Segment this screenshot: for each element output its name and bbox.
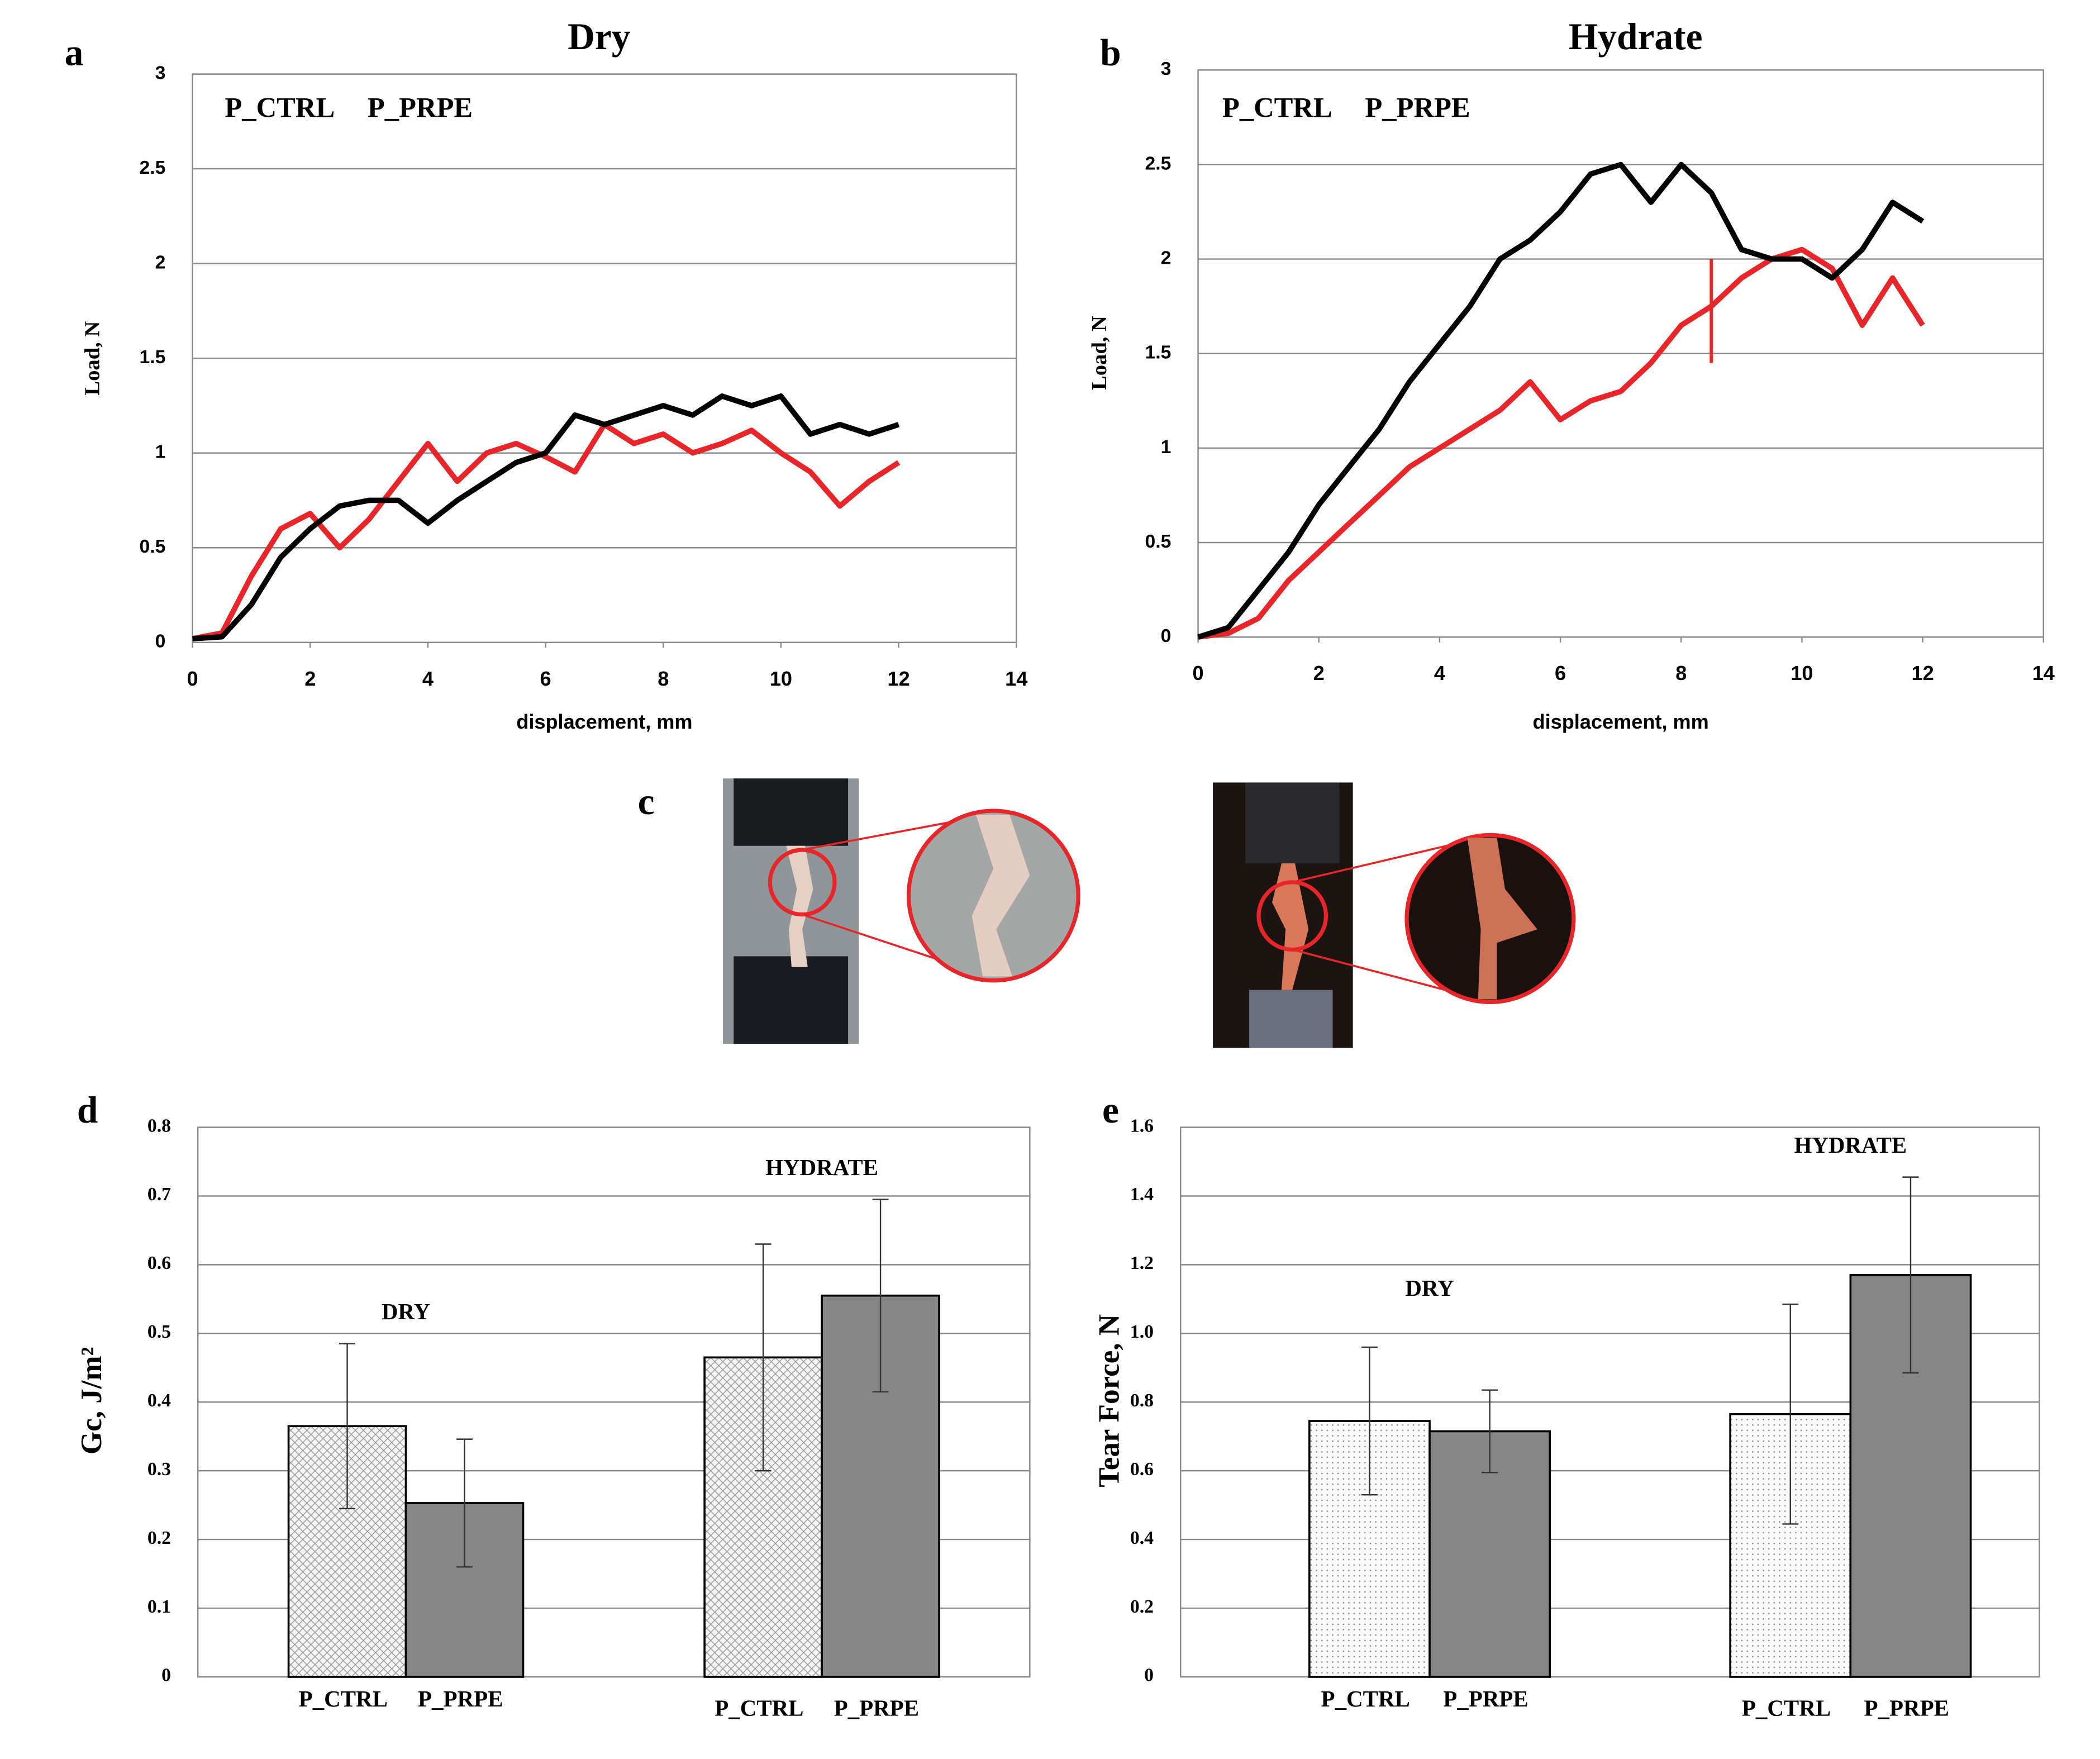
x-tick-label: 14 [1005,667,1027,690]
photo-sample [786,845,813,967]
y-tick-label: 0.5 [147,1321,171,1342]
zoom-sample [1467,838,1537,1000]
legend-entry: P_PRPE [368,92,473,123]
photo-clamp [734,778,849,846]
panel-label: c [638,781,655,823]
y-tick-label: 0 [161,1665,171,1686]
y-tick-label: 2.5 [139,157,165,178]
y-tick-label: 0.4 [147,1390,171,1411]
x-tick-label: P_PRPE [418,1686,503,1712]
panel-label: e [1102,1089,1119,1131]
group-label: HYDRATE [765,1154,878,1180]
x-tick-label: 0 [1193,662,1204,684]
group-label: DRY [382,1299,430,1324]
x-tick-label: 6 [1555,662,1566,684]
x-tick-label: P_CTRL [1742,1695,1831,1721]
x-tick-label: P_PRPE [834,1695,919,1721]
data-line [192,421,901,641]
y-tick-label: 2 [1161,248,1172,269]
y-tick-label: 1.5 [1145,342,1171,363]
x-tick-label: 0 [187,667,198,690]
y-tick-label: 0.4 [1130,1528,1154,1548]
y-axis-label: Load, N [1088,316,1111,390]
x-tick-label: P_CTRL [1321,1686,1410,1712]
y-tick-label: 0.2 [1130,1596,1154,1617]
x-tick-label: 10 [1791,662,1813,684]
x-tick-label: 6 [540,667,551,690]
x-tick-label: 12 [1912,662,1934,684]
y-tick-label: 0 [155,631,166,652]
y-tick-label: 0.6 [1130,1459,1154,1480]
y-axis-label: Gc, J/m² [75,1347,108,1455]
y-tick-label: 0.8 [1130,1390,1154,1411]
x-axis-label: displacement, mm [1533,710,1709,733]
legend-entry: P_CTRL [225,92,335,123]
x-tick-label: P_CTRL [299,1686,388,1712]
photo-panel [722,778,1576,1048]
y-tick-label: 2.5 [1145,153,1171,174]
x-tick-label: 12 [887,667,909,690]
y-tick-label: 1.4 [1130,1184,1154,1205]
x-tick-label: 2 [1313,662,1325,684]
zoom-sample [972,815,1030,977]
y-tick-label: 3 [155,62,166,83]
chart-title: Hydrate [1569,16,1703,58]
y-tick-label: 0.5 [1145,531,1171,552]
x-tick-label: 10 [770,667,792,690]
y-tick-label: 1.5 [139,346,165,368]
y-tick-label: 0.3 [147,1459,171,1480]
x-tick-label: 14 [2032,662,2055,684]
x-tick-label: 4 [422,667,434,690]
panel-label: b [1100,32,1121,74]
data-line [1197,161,1925,640]
y-tick-label: 0.1 [147,1596,171,1617]
panel-label: d [77,1089,98,1131]
x-tick-label: 4 [1434,662,1445,684]
panel-label: a [65,32,84,74]
y-tick-label: 1 [155,441,166,463]
y-tick-label: 1.0 [1130,1321,1154,1342]
y-axis-label: Tear Force, N [1093,1314,1126,1487]
y-tick-label: 2 [155,252,166,273]
y-tick-label: 1 [1161,436,1172,458]
y-tick-label: 0.8 [147,1115,171,1136]
x-tick-label: P_PRPE [1443,1686,1528,1712]
x-tick-label: 2 [304,667,316,690]
x-tick-label: 8 [658,667,669,690]
y-tick-label: 0 [1161,625,1172,646]
y-axis-label: Load, N [81,321,104,396]
x-tick-label: 8 [1675,662,1687,684]
y-tick-label: 3 [1161,58,1172,79]
y-tick-label: 0.2 [147,1528,171,1548]
legend-entry: P_PRPE [1365,92,1470,123]
data-line [192,393,900,641]
legend-entry: P_CTRL [1222,92,1332,123]
y-tick-label: 1.6 [1130,1115,1154,1136]
group-label: HYDRATE [1794,1132,1907,1158]
y-tick-label: 0.6 [147,1253,171,1273]
y-tick-label: 0 [1144,1665,1154,1686]
y-tick-label: 0.5 [139,536,165,557]
photo-clamp [734,956,849,1044]
y-tick-label: 1.2 [1130,1253,1154,1273]
x-tick-label: P_PRPE [1864,1695,1949,1721]
photo-clamp [1245,782,1340,864]
photo-sample [1272,863,1309,990]
photo-clamp [1249,990,1333,1048]
data-line [1197,246,1925,640]
group-label: DRY [1405,1275,1454,1301]
x-axis-label: displacement, mm [516,710,692,733]
y-tick-label: 0.7 [147,1184,171,1205]
x-tick-label: P_CTRL [715,1695,803,1721]
chart-title: Dry [568,16,631,58]
